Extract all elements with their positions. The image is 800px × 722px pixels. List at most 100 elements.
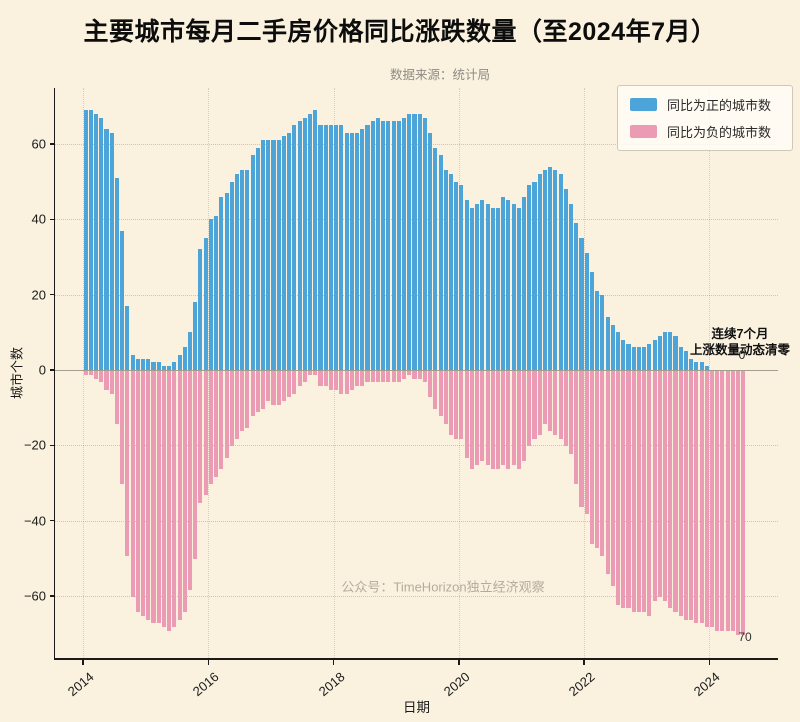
chart-subtitle: 数据来源：统计局 — [389, 68, 491, 82]
page-title: 主要城市每月二手房价格同比涨跌数量（至2024年7月） — [83, 18, 717, 46]
bar-positive — [151, 362, 156, 370]
bar-positive — [605, 317, 610, 370]
bar-positive — [464, 200, 469, 370]
bar-positive — [642, 347, 647, 370]
bar-positive — [396, 121, 401, 370]
bar-positive — [459, 185, 464, 370]
h-gridline — [55, 445, 778, 447]
bar-positive — [219, 196, 224, 370]
bar-negative — [261, 371, 266, 409]
bar-positive — [699, 362, 704, 370]
bar-negative — [339, 371, 344, 394]
bar-negative — [569, 371, 574, 454]
x-axis-label: 日期 — [403, 700, 430, 715]
bar-negative — [558, 371, 563, 439]
x-tick-mark — [207, 659, 210, 665]
bar-negative — [553, 371, 558, 436]
bar-negative — [616, 371, 621, 605]
bar-positive — [187, 332, 193, 370]
y-tick-label: 0 — [38, 362, 46, 378]
bar-negative — [323, 371, 328, 387]
x-tick-mark — [82, 659, 84, 665]
final-negative-value-label: 70 — [738, 630, 752, 644]
bar-positive — [344, 132, 349, 370]
bar-positive — [214, 215, 219, 370]
bar-negative — [668, 371, 673, 609]
bar-negative — [548, 371, 553, 432]
bar-positive — [370, 121, 375, 370]
bar-positive — [548, 166, 553, 370]
bar-negative — [542, 371, 547, 424]
bar-positive — [610, 324, 615, 370]
bar-positive — [626, 343, 631, 370]
bar-positive — [104, 128, 109, 370]
h-gridline — [55, 219, 778, 221]
bar-negative — [626, 371, 631, 609]
bar-negative — [318, 371, 323, 387]
bar-positive — [569, 204, 574, 370]
x-tick-label: 2016 — [190, 669, 222, 700]
bar-negative — [469, 371, 474, 469]
bar-negative — [725, 371, 730, 631]
bar-negative — [438, 371, 443, 417]
bar-positive — [480, 200, 485, 370]
bar-positive — [224, 192, 229, 370]
bar-negative — [699, 371, 704, 624]
bar-negative — [250, 371, 255, 417]
bar-negative — [673, 371, 678, 613]
v-gridline — [584, 88, 586, 658]
bar-negative — [313, 371, 318, 375]
bar-negative — [720, 371, 725, 631]
bar-positive — [281, 136, 286, 370]
bar-negative — [349, 371, 354, 390]
bar-positive — [678, 347, 683, 370]
bar-negative — [182, 371, 187, 613]
y-axis-label: 城市个数 — [9, 346, 25, 400]
annotation-line1: 连续7个月 — [711, 327, 769, 341]
bar-positive — [621, 339, 626, 370]
bar-positive — [99, 117, 104, 370]
bar-negative — [308, 371, 313, 375]
bar-positive — [401, 117, 407, 370]
bar-negative — [647, 371, 652, 616]
x-tick-mark — [458, 659, 460, 665]
bar-positive — [495, 207, 501, 370]
bar-negative — [229, 371, 234, 447]
bar-negative — [365, 371, 370, 383]
y-tick-label: 40 — [31, 211, 46, 227]
y-axis-spine — [53, 88, 55, 660]
bar-positive — [271, 140, 276, 370]
bar-negative — [401, 371, 407, 379]
x-tick-mark — [583, 659, 585, 665]
bar-negative — [678, 371, 683, 616]
bar-positive — [662, 332, 668, 370]
bar-positive — [417, 113, 422, 370]
bar-positive — [391, 121, 396, 370]
bar-negative — [475, 371, 480, 466]
bar-positive — [652, 339, 657, 370]
bar-negative — [203, 371, 208, 496]
bar-positive — [146, 358, 151, 370]
bar-negative — [417, 371, 422, 379]
bar-positive — [94, 113, 99, 370]
legend-item-negative: 同比为负的城市数 — [630, 122, 780, 141]
bar-positive — [542, 170, 547, 370]
bar-positive — [130, 354, 135, 370]
bar-negative — [522, 371, 527, 462]
y-tick-label: −60 — [23, 588, 46, 604]
bar-positive — [490, 207, 495, 370]
bar-negative — [662, 371, 668, 601]
bar-negative — [689, 371, 694, 620]
y-tick-mark — [49, 293, 54, 296]
y-tick-mark — [49, 143, 54, 145]
bar-negative — [151, 371, 156, 624]
bar-positive — [250, 155, 255, 370]
bar-positive — [234, 174, 240, 370]
bar-positive — [229, 181, 234, 370]
bar-negative — [537, 371, 542, 436]
bar-positive — [292, 125, 297, 370]
bar-negative — [428, 371, 433, 398]
bar-positive — [433, 147, 438, 370]
bar-negative — [240, 371, 245, 432]
h-gridline — [55, 143, 778, 145]
